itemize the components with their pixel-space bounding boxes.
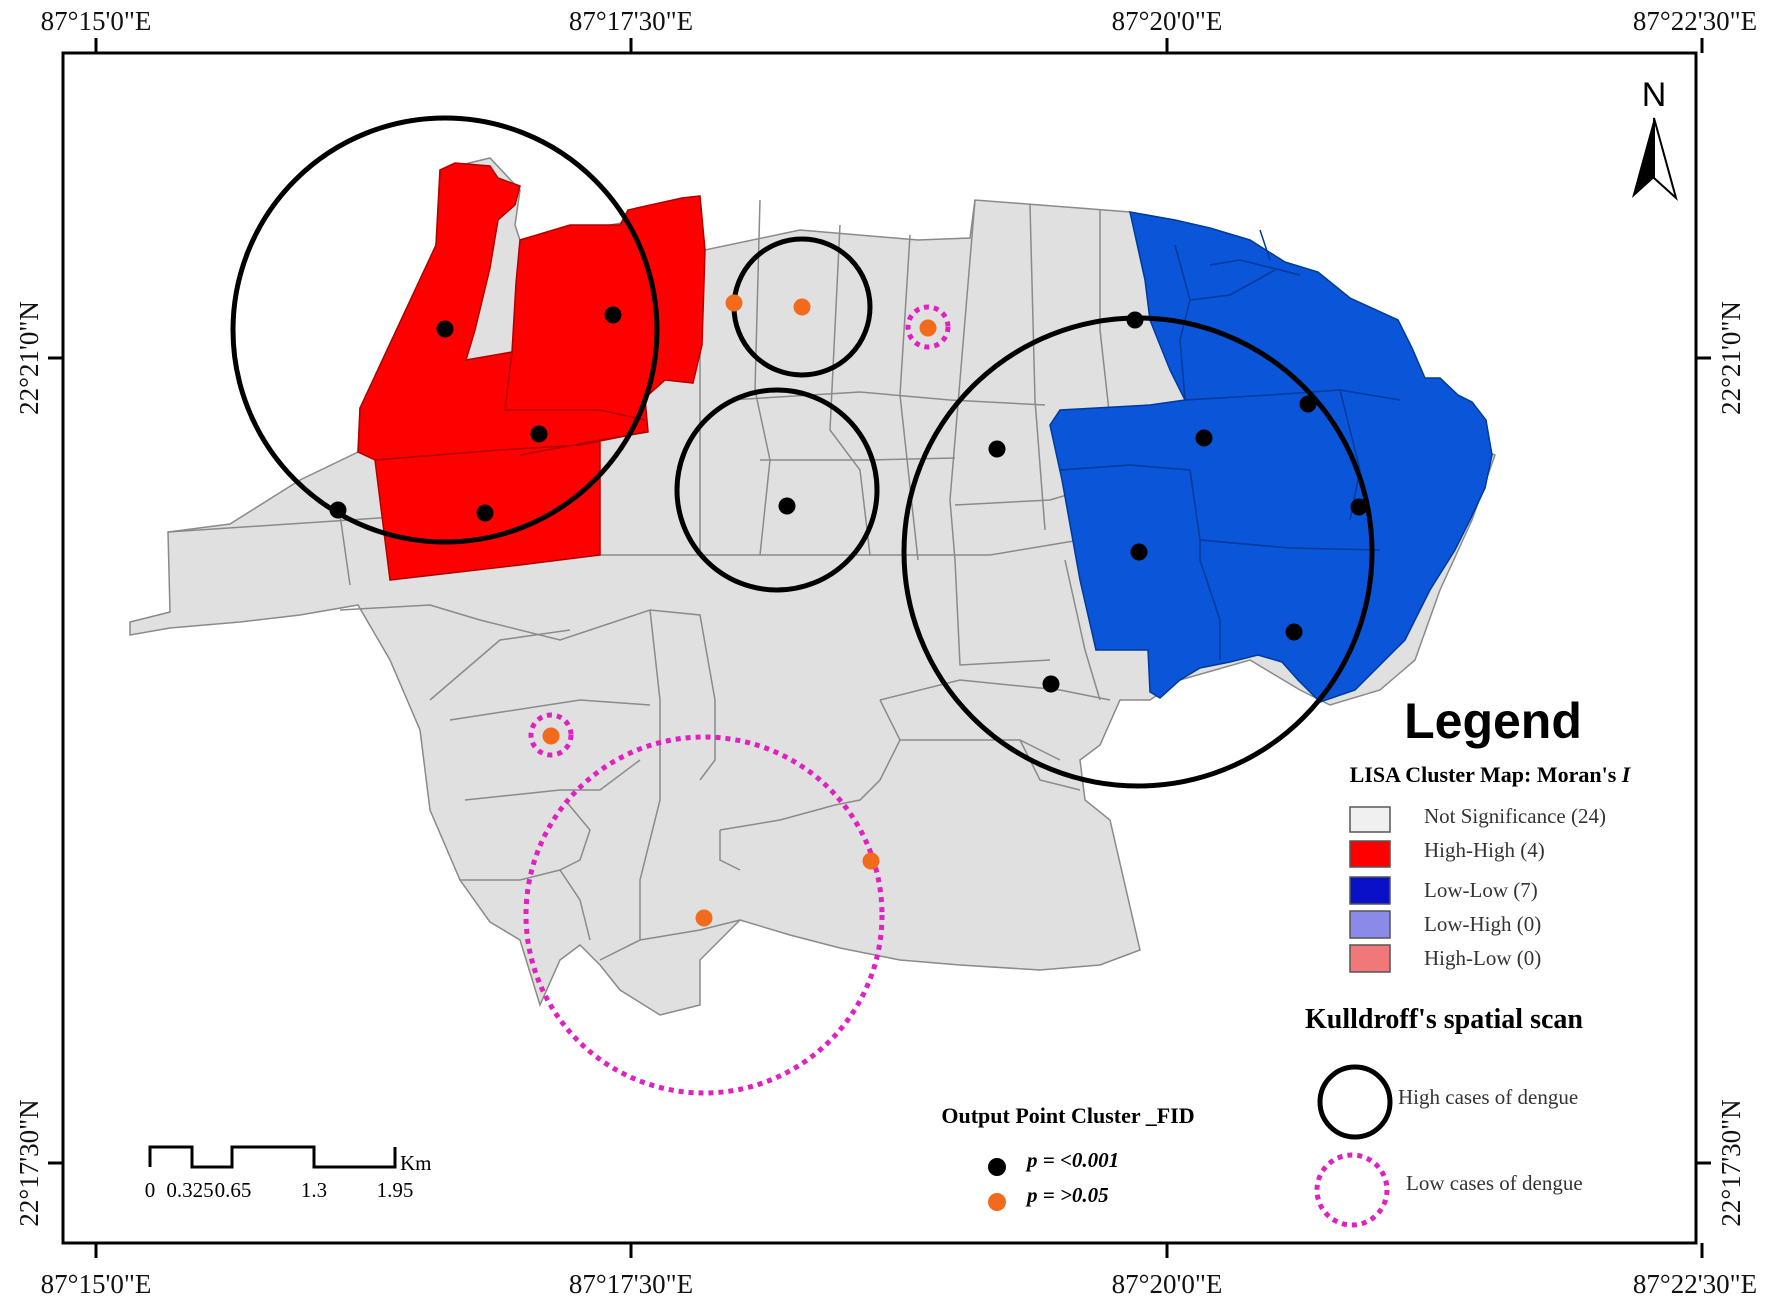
point-significant: [476, 504, 494, 522]
point-legend-nonsignificant-label: p = >0.05: [1025, 1183, 1109, 1207]
region-high-high: [357, 162, 706, 581]
point-significant: [1350, 498, 1368, 516]
lisa-label-high-high: High-High (4): [1424, 838, 1545, 862]
point-significant: [1285, 623, 1303, 641]
latitude-label-right-1: 22°21'0"N: [1716, 301, 1746, 415]
lisa-swatch-high-low: [1349, 944, 1391, 973]
frame-ticks: [48, 38, 1711, 1258]
point-significant: [530, 425, 548, 443]
point-legend: Output Point Cluster _FID p = <0.001 p =…: [941, 1103, 1195, 1211]
low-low-internal-boundaries: [1059, 229, 1401, 660]
point-legend-nonsignificant-icon: [988, 1193, 1006, 1211]
longitude-label-bottom-2: 87°17'30"E: [569, 1269, 693, 1299]
point-nonsignificant: [793, 298, 811, 316]
point-significant: [778, 497, 796, 515]
latitude-label-left-2: 22°17'30"N: [14, 1099, 44, 1226]
lisa-legend-item: Not Significance (24): [1349, 804, 1606, 833]
point-nonsignificant: [695, 909, 713, 927]
point-nonsignificant: [862, 852, 880, 870]
lisa-label-low-low: Low-Low (7): [1424, 878, 1538, 902]
high-cluster-circle-1: [230, 115, 660, 545]
latitude-label-right-2: 22°17'30"N: [1716, 1099, 1746, 1226]
point-significant: [1042, 675, 1060, 693]
longitude-label-top-1: 87°15'0"E: [41, 6, 152, 36]
longitude-label-bottom-4: 87°22'30"E: [1633, 1269, 1757, 1299]
significant-points: [329, 306, 1368, 693]
point-significant: [604, 306, 622, 324]
longitude-label-top-3: 87°20'0"E: [1112, 6, 1223, 36]
north-label: N: [1642, 76, 1667, 114]
point-significant: [1195, 429, 1213, 447]
high-cases-legend-icon: [1317, 1064, 1393, 1140]
scale-tick-3: 1.3: [301, 1178, 327, 1202]
low-cases-legend-label: Low cases of dengue: [1406, 1171, 1583, 1195]
region-low-low: [1049, 211, 1493, 703]
lisa-label-high-low: High-Low (0): [1424, 946, 1541, 970]
point-significant: [1130, 543, 1148, 561]
scale-tick-2: 0.65: [215, 1178, 252, 1202]
point-legend-significant-icon: [988, 1158, 1006, 1176]
lisa-swatch-low-high: [1349, 910, 1391, 939]
low-cluster-circle-1: [905, 304, 951, 350]
point-significant: [1299, 395, 1317, 413]
latitude-label-left-1: 22°21'0"N: [14, 301, 44, 415]
lisa-legend-item: High-Low (0): [1349, 944, 1541, 973]
point-nonsignificant: [725, 294, 743, 312]
lisa-legend-item: Low-High (0): [1349, 910, 1541, 939]
low-cluster-circle-2: [528, 712, 574, 758]
study-area: [129, 157, 1496, 1016]
point-significant: [988, 440, 1006, 458]
point-significant: [1126, 311, 1144, 329]
point-legend-significant-label: p = <0.001: [1025, 1148, 1119, 1172]
point-nonsignificant: [919, 319, 937, 337]
scale-unit: Km: [400, 1151, 432, 1175]
point-nonsignificant: [542, 727, 560, 745]
low-cases-legend-icon: [1314, 1152, 1390, 1228]
lisa-swatch-not-significant: [1349, 806, 1391, 833]
longitude-label-bottom-3: 87°20'0"E: [1112, 1269, 1223, 1299]
scan-legend-title: Kulldroff's spatial scan: [1305, 1004, 1583, 1035]
point-legend-title: Output Point Cluster _FID: [941, 1103, 1194, 1128]
longitude-label-top-2: 87°17'30"E: [569, 6, 693, 36]
high-cases-legend-label: High cases of dengue: [1398, 1085, 1578, 1109]
low-cluster-circle-3: [523, 734, 885, 1096]
longitude-label-top-4: 87°22'30"E: [1633, 6, 1757, 36]
lisa-legend-item: High-High (4): [1349, 838, 1545, 868]
high-cluster-circle-3: [674, 387, 880, 593]
scale-tick-4: 1.95: [377, 1178, 414, 1202]
lisa-label-low-high: Low-High (0): [1424, 912, 1541, 936]
lisa-legend-item: Low-Low (7): [1349, 876, 1538, 905]
nonsignificant-points: [542, 294, 937, 927]
lisa-swatch-high-high: [1349, 840, 1391, 868]
legend-title: Legend: [1404, 693, 1582, 749]
point-significant: [436, 320, 454, 338]
lisa-label-not-significant: Not Significance (24): [1424, 804, 1606, 828]
low-case-circles: [523, 304, 951, 1096]
point-significant: [329, 501, 347, 519]
scale-tick-0: 0: [145, 1178, 156, 1202]
scale-bar: Km 0 0.325 0.65 1.3 1.95: [145, 1145, 432, 1202]
scale-tick-1: 0.325: [166, 1178, 213, 1202]
legend: Legend LISA Cluster Map: Moran's I Not S…: [1305, 693, 1632, 1228]
lisa-swatch-low-low: [1349, 876, 1391, 905]
high-high-internal-boundaries: [374, 351, 646, 461]
north-arrow-icon: N: [1632, 76, 1678, 202]
lisa-legend-title: LISA Cluster Map: Moran's I: [1350, 762, 1632, 787]
longitude-label-bottom-1: 87°15'0"E: [41, 1269, 152, 1299]
